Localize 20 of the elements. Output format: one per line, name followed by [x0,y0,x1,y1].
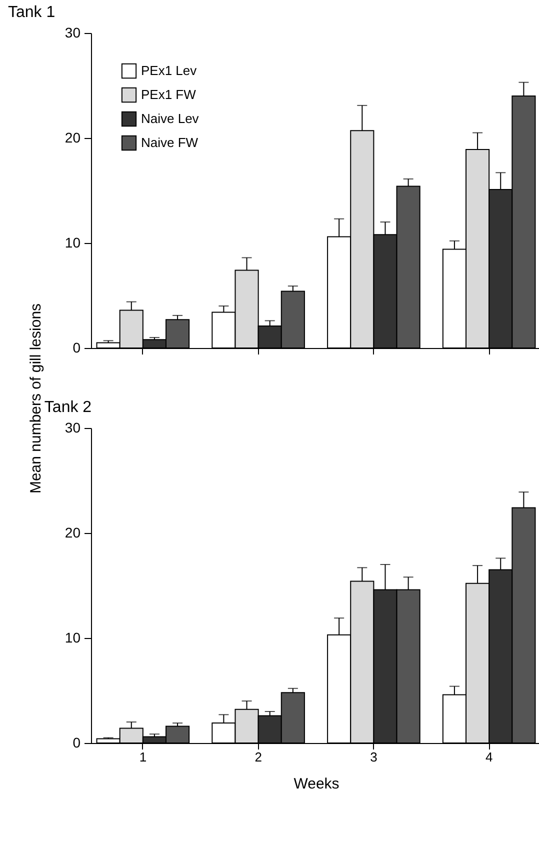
y-tick-label: 30 [64,24,81,40]
legend-label: Naive Lev [141,111,200,126]
y-tick-label: 10 [64,630,81,646]
x-tick-label: 3 [370,750,378,764]
chart-title: Tank 1 [8,4,56,21]
legend-label: PEx1 FW [141,87,197,102]
x-tick-label: 1 [139,750,147,764]
legend-label: PEx1 Lev [141,63,198,78]
x-tick-label: 2 [254,750,262,764]
x-axis-title: Weeks [294,776,340,792]
y-tick-label: 0 [72,340,81,356]
y-axis-title: Mean numbers of gill lesions [28,303,44,494]
y-tick-label: 20 [64,524,81,540]
y-tick-label: 0 [72,734,81,750]
y-tick-label: 10 [64,234,81,250]
x-tick-label: 4 [485,750,493,764]
chart-title: Tank 2 [44,399,92,416]
y-tick-label: 20 [64,130,81,146]
y-tick-label: 30 [64,420,81,436]
legend-label: Naive FW [141,135,199,150]
